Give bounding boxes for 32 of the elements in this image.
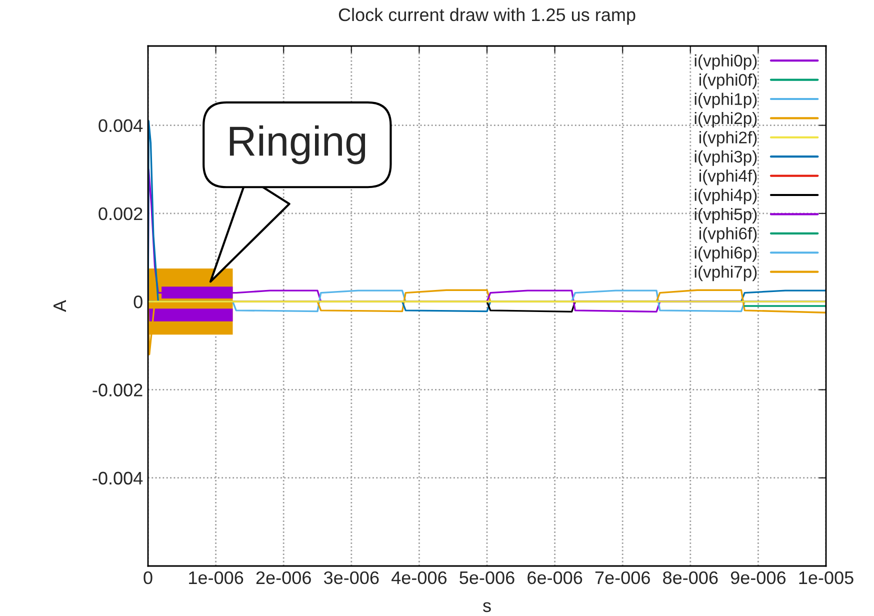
x-tick-label: 1e-006 <box>189 571 244 584</box>
x-tick-label: 3e-006 <box>324 571 379 584</box>
legend-label: i(vphi0p) <box>694 54 757 70</box>
legend-label: i(vphi4f) <box>700 170 757 186</box>
y-tick-label: 0 <box>134 296 142 308</box>
y-tick-label: 0.004 <box>98 119 143 132</box>
y-tick-label: -0.002 <box>92 384 142 396</box>
legend-label: i(vphi5p) <box>694 208 757 224</box>
legend-label: i(vphi6p) <box>694 246 757 262</box>
legend-label: i(vphi1p) <box>694 92 757 108</box>
legend-label: i(vphi2p) <box>694 112 757 128</box>
x-tick-label: 1e-005 <box>799 571 854 584</box>
chart-title: Clock current draw with 1.25 us ramp <box>338 8 636 25</box>
legend-label: i(vphi4p) <box>694 188 757 204</box>
y-axis-title: A <box>54 300 66 312</box>
legend-label: i(vphi2f) <box>700 131 757 147</box>
legend-label: i(vphi0f) <box>700 74 757 90</box>
x-tick-label: 9e-006 <box>730 571 786 584</box>
x-tick-label: 5e-006 <box>460 571 514 584</box>
legend-label: i(vphi3p) <box>694 150 757 166</box>
x-axis-title: s <box>482 602 491 612</box>
y-tick-label: 0.002 <box>98 207 142 220</box>
x-tick-label: 8e-006 <box>663 571 718 584</box>
annotation: Ringing <box>230 125 366 164</box>
legend-label: i(vphi7p) <box>694 266 757 282</box>
legend-label: i(vphi6f) <box>700 227 757 243</box>
x-tick-label: 2e-006 <box>256 571 311 584</box>
x-tick-label: 4e-006 <box>392 571 447 584</box>
x-tick-label: 6e-006 <box>528 571 582 584</box>
x-tick-label: 0 <box>144 571 152 584</box>
y-tick-label: -0.004 <box>92 472 143 485</box>
x-tick-label: 7e-006 <box>595 571 650 584</box>
